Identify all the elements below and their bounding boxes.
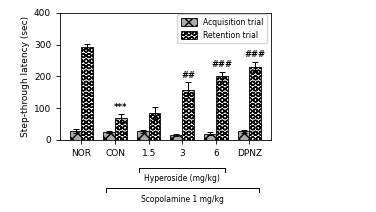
Bar [182, 90, 194, 140]
Bar [115, 118, 127, 140]
Text: ##: ## [181, 71, 195, 80]
Y-axis label: Step-through latency (sec): Step-through latency (sec) [21, 16, 30, 137]
Bar [249, 67, 261, 140]
Bar [149, 113, 161, 140]
Legend: Acquisition trial, Retention trial: Acquisition trial, Retention trial [177, 14, 267, 43]
Bar [216, 76, 227, 140]
Text: ###: ### [211, 60, 232, 69]
Bar [70, 131, 82, 140]
Bar [82, 47, 93, 140]
Text: Scopolamine 1 mg/kg: Scopolamine 1 mg/kg [141, 195, 224, 204]
Text: ###: ### [245, 50, 266, 59]
Text: Hyperoside (mg/kg): Hyperoside (mg/kg) [144, 174, 220, 183]
Text: ***: *** [114, 103, 128, 112]
Bar [103, 132, 115, 140]
Bar [204, 134, 216, 140]
Bar [238, 131, 249, 140]
Bar [137, 131, 149, 140]
Bar [170, 135, 182, 140]
